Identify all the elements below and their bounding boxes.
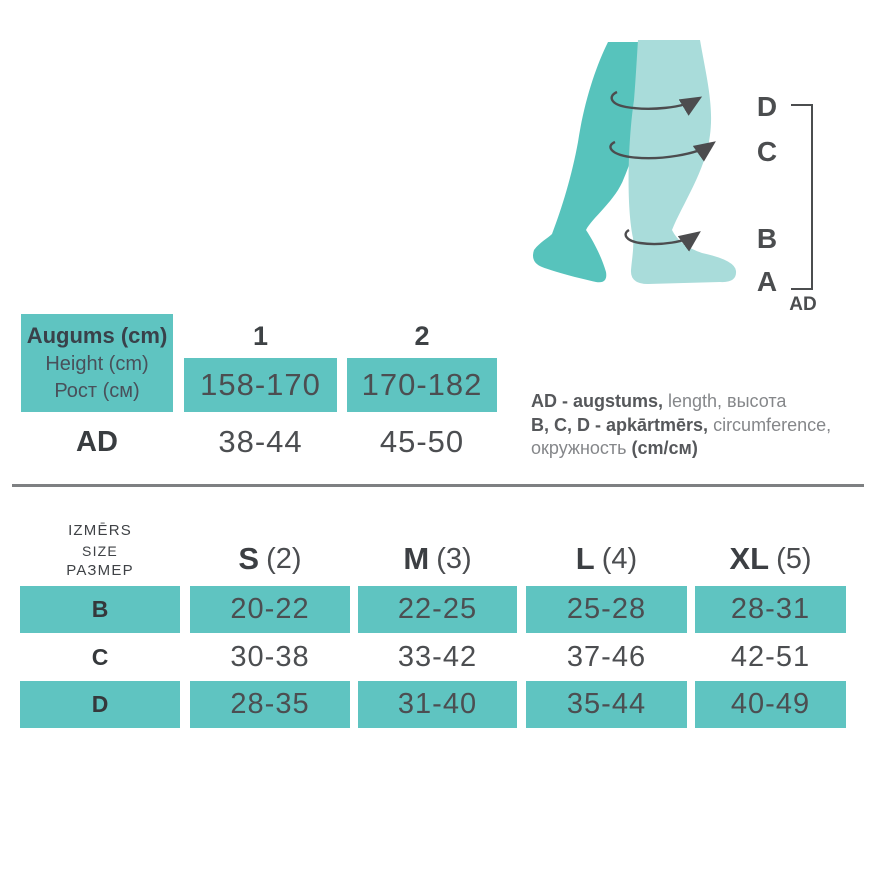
ad-row-label: AD bbox=[76, 425, 118, 458]
legend-line-3: окружность (cm/см) bbox=[531, 437, 871, 461]
row-c-label: C bbox=[91, 643, 109, 670]
row-d-value-xl: 40-49 bbox=[695, 681, 846, 728]
measure-label-b: B bbox=[756, 223, 778, 254]
height-header-en: Height (cm) bbox=[45, 353, 149, 375]
circumference-arrow-c bbox=[609, 140, 716, 162]
legend-ad-translations: length, высота bbox=[663, 391, 787, 411]
size-col-s: S (2) bbox=[190, 538, 350, 580]
row-b-label: B bbox=[20, 586, 180, 633]
size-number-m: (3) bbox=[436, 542, 472, 575]
front-leg-shape bbox=[628, 40, 737, 284]
size-header-lv: IZMĒRS bbox=[68, 522, 132, 539]
row-c-value-s: 30-38 bbox=[230, 640, 310, 673]
legend-line-1: AD - augstums, length, высота bbox=[531, 390, 871, 414]
height-col-2-number: 2 bbox=[414, 320, 430, 351]
height-col-1-number: 1 bbox=[252, 320, 269, 351]
legend-ad-term: AD - augstums, bbox=[531, 391, 664, 411]
size-header-en: SIZE bbox=[82, 543, 118, 559]
circumference-arrow-b bbox=[624, 228, 701, 252]
size-col-xl: XL (5) bbox=[695, 538, 846, 580]
size-header-ru: РАЗМЕР bbox=[66, 562, 134, 579]
row-b-value-m: 22-25 bbox=[358, 586, 517, 633]
legend-ru-word: окружность bbox=[531, 438, 632, 458]
ad-bracket-label: AD bbox=[789, 294, 817, 315]
measure-label-c: C bbox=[756, 136, 778, 167]
size-number-xl: (5) bbox=[776, 542, 812, 575]
size-col-m: M (3) bbox=[358, 538, 517, 580]
row-b-value-l: 25-28 bbox=[526, 586, 687, 633]
ad-value-2: 45-50 bbox=[379, 424, 465, 459]
size-letter-xl: XL bbox=[729, 541, 770, 576]
row-d-value-m: 31-40 bbox=[358, 681, 517, 728]
size-number-s: (2) bbox=[266, 542, 302, 575]
row-d-label: D bbox=[20, 681, 180, 728]
height-header-lv: Augums (cm) bbox=[26, 323, 168, 348]
row-b-value-s: 20-22 bbox=[190, 586, 350, 633]
measure-label-d: D bbox=[756, 91, 778, 122]
size-letter-l: L bbox=[575, 541, 595, 576]
back-leg-shape bbox=[533, 42, 655, 283]
row-c-value-xl: 42-51 bbox=[730, 640, 811, 673]
ad-range-bracket bbox=[791, 104, 813, 290]
legend-bcd-term: B, C, D - apkārtmērs, bbox=[531, 414, 709, 435]
legend-bcd-translations: circumference, bbox=[708, 414, 832, 435]
height-table-header-cell: Augums (cm) Height (cm) Рост (см) bbox=[21, 314, 173, 412]
measure-label-a: A bbox=[756, 266, 778, 297]
ad-value-1: 38-44 bbox=[218, 424, 303, 459]
measurement-legend: AD - augstums, length, высота B, C, D - … bbox=[531, 390, 871, 461]
legend-line-2: B, C, D - apkārtmērs, circumference, bbox=[531, 414, 871, 438]
size-col-l: L (4) bbox=[526, 538, 687, 580]
size-letter-m: M bbox=[403, 541, 430, 576]
size-table-header-cell: IZMĒRS SIZE РАЗМЕР bbox=[20, 521, 180, 581]
legs-illustration bbox=[533, 40, 737, 284]
section-divider bbox=[12, 484, 864, 487]
height-range-1: 158-170 bbox=[184, 358, 337, 412]
height-range-2: 170-182 bbox=[347, 358, 497, 412]
size-letter-s: S bbox=[238, 541, 260, 576]
row-b-value-xl: 28-31 bbox=[695, 586, 846, 633]
height-header-ru: Рост (см) bbox=[54, 380, 140, 402]
size-number-l: (4) bbox=[601, 542, 638, 575]
row-c-value-m: 33-42 bbox=[397, 640, 478, 673]
row-d-value-l: 35-44 bbox=[526, 681, 687, 728]
legend-units: (cm/см) bbox=[631, 438, 698, 458]
circumference-arrow-d bbox=[610, 90, 703, 116]
row-d-value-s: 28-35 bbox=[190, 681, 350, 728]
row-c-value-l: 37-46 bbox=[566, 640, 647, 673]
